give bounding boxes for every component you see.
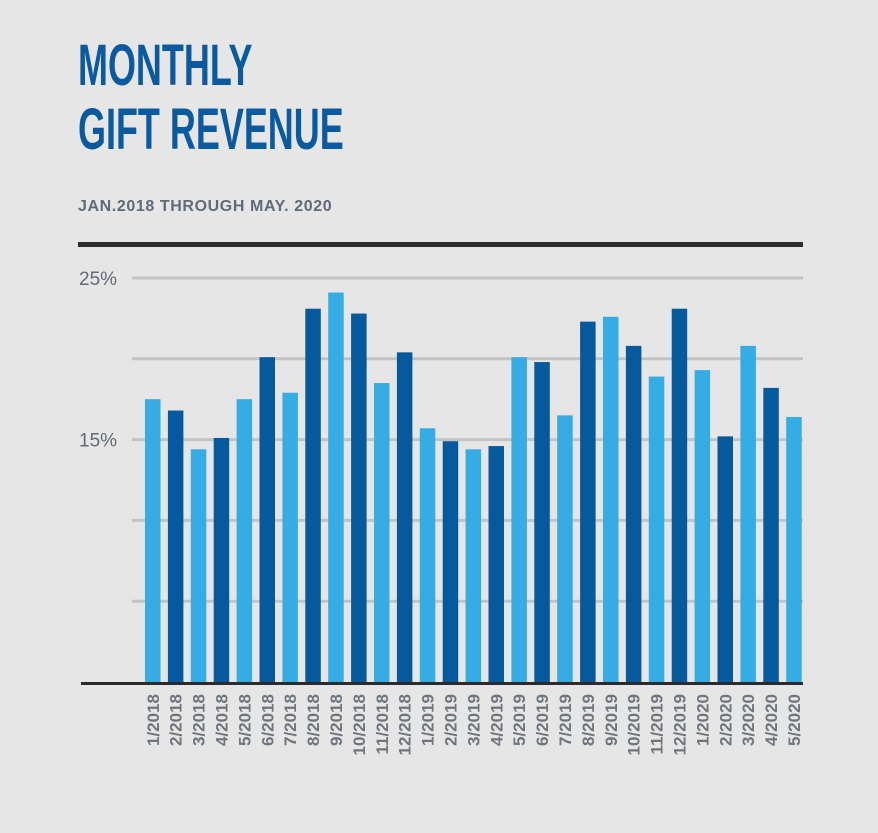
x-tick-label: 3/2020 [739, 694, 758, 746]
bar [717, 436, 733, 682]
x-tick-label: 1/2020 [693, 694, 712, 746]
x-tick-label: 4/2020 [762, 694, 781, 746]
bar [419, 428, 436, 682]
y-tick-label: 15% [79, 431, 117, 452]
x-tick-label: 1/2019 [419, 694, 438, 746]
x-tick-label: 5/2019 [510, 694, 529, 746]
x-tick-label: 2/2020 [716, 694, 735, 746]
bar [740, 345, 756, 682]
bar [603, 316, 619, 682]
bar [282, 392, 298, 682]
x-tick-label: 5/2020 [785, 694, 804, 746]
bar [625, 345, 642, 682]
x-tick-label: 10/2019 [625, 694, 644, 755]
x-tick-label: 4/2018 [212, 694, 231, 746]
bar [328, 292, 344, 682]
bar [259, 357, 275, 682]
bar [557, 415, 573, 682]
bar [694, 370, 711, 682]
bar [648, 376, 665, 682]
bar [488, 446, 504, 682]
x-tick-label: 6/2019 [533, 694, 552, 746]
x-tick-label: 6/2018 [258, 694, 277, 746]
bar [167, 410, 184, 682]
x-tick-label: 11/2019 [648, 694, 667, 755]
chart-title-line-2: GIFT REVENUE [78, 97, 344, 162]
x-tick-label: 11/2018 [373, 694, 392, 755]
x-tick-label: 2/2019 [441, 694, 460, 746]
bar [213, 437, 230, 682]
bar [442, 441, 459, 682]
x-axis-ticks: 1/2018 2/2018 3/2018 4/2018 5/2018 6/2018 7/20… [144, 694, 804, 755]
bar [786, 416, 802, 682]
x-tick-label: 12/2019 [670, 694, 689, 755]
bar [305, 308, 321, 682]
bar [534, 362, 550, 682]
bar [511, 357, 527, 682]
x-tick-label: 12/2018 [396, 694, 415, 755]
chart-title-line-1: MONTHLY [78, 33, 253, 98]
bar [671, 308, 688, 682]
x-tick-label: 9/2019 [602, 694, 621, 746]
x-axis-line [81, 682, 803, 685]
x-tick-label: 10/2018 [350, 694, 369, 755]
x-tick-label: 2/2018 [167, 694, 186, 746]
bar [145, 399, 161, 682]
y-tick-label: 25% [79, 269, 117, 290]
y-axis-ticks: 15% 25% [79, 269, 117, 452]
bar [396, 352, 413, 682]
x-tick-label: 9/2018 [327, 694, 346, 746]
x-tick-label: 5/2018 [235, 694, 254, 746]
x-tick-label: 8/2018 [304, 694, 323, 746]
x-tick-label: 4/2019 [487, 694, 506, 746]
x-tick-label: 3/2019 [464, 694, 483, 746]
bar [580, 321, 596, 682]
bar [763, 387, 779, 682]
bar [374, 383, 390, 682]
x-tick-label: 8/2019 [579, 694, 598, 746]
bar [236, 399, 253, 682]
x-tick-label: 7/2018 [281, 694, 300, 746]
bar [465, 449, 482, 682]
bar [351, 313, 367, 682]
header-divider [78, 242, 803, 247]
chart-title: MONTHLY GIFT REVENUE [78, 34, 344, 162]
x-tick-label: 1/2018 [144, 694, 163, 746]
bars [145, 292, 802, 682]
x-tick-label: 3/2018 [190, 694, 209, 746]
x-tick-label: 7/2019 [556, 694, 575, 746]
chart-subtitle: JAN.2018 THROUGH MAY. 2020 [78, 198, 333, 215]
bar [190, 449, 207, 682]
